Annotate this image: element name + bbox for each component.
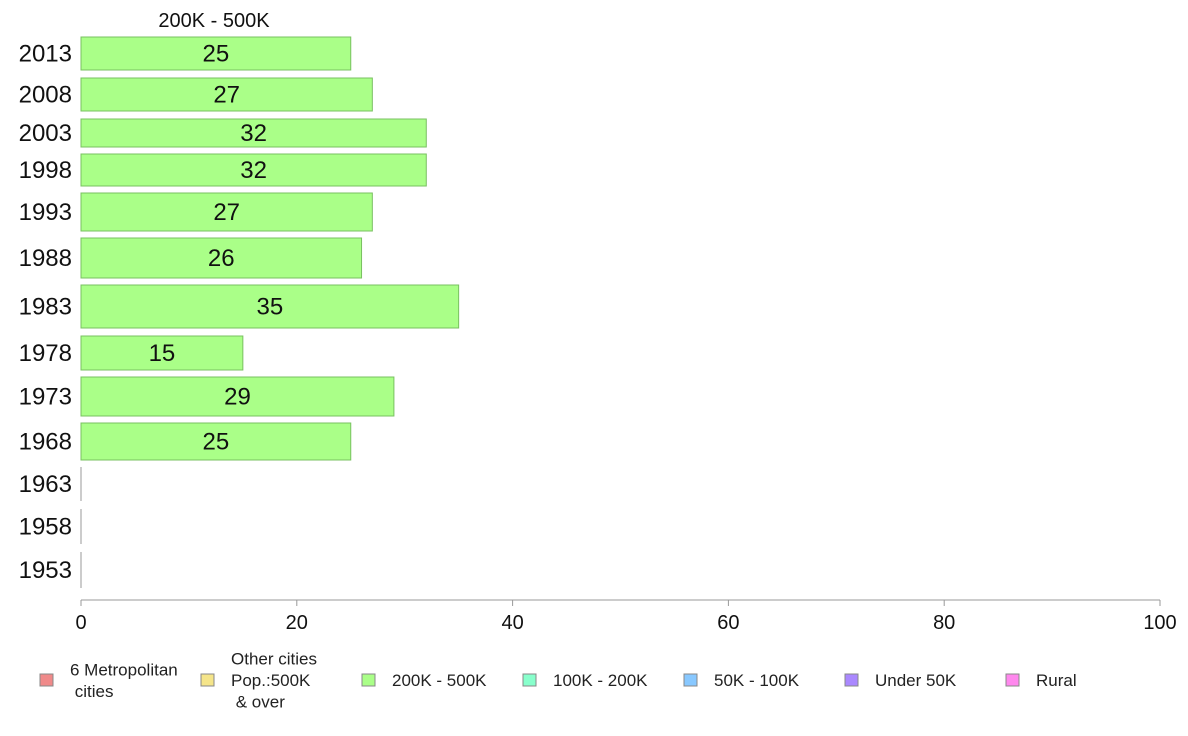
legend-item: 100K - 200K bbox=[522, 671, 648, 690]
x-tick-label: 100 bbox=[1143, 612, 1176, 634]
bar-row-1993: 1993 27 bbox=[19, 192, 373, 232]
category-label: 1973 bbox=[19, 384, 72, 411]
bar-row-2013: 2013 25 bbox=[19, 36, 352, 71]
legend-label: 6 Metropolitan cities bbox=[70, 660, 178, 701]
legend-swatch bbox=[522, 673, 537, 687]
legend-label: Rural bbox=[1036, 671, 1077, 690]
bar bbox=[80, 77, 373, 112]
legend-item: 200K - 500K bbox=[361, 671, 487, 690]
x-tick-label: 40 bbox=[501, 612, 523, 634]
bar-rows: 2013 25 2008 27 2003 32 1998 32 1993 27 1988 26 1983… bbox=[19, 36, 460, 588]
category-label: 1953 bbox=[19, 557, 72, 584]
bar-row-1983: 1983 35 bbox=[19, 284, 460, 329]
bar-row-1998: 1998 32 bbox=[19, 153, 427, 187]
legend-label: 200K - 500K bbox=[392, 671, 487, 690]
legend-label: Other cities Pop.:500K & over bbox=[231, 650, 317, 712]
data-label: 26 bbox=[208, 245, 235, 272]
bar bbox=[80, 422, 352, 461]
bar-row-1978: 1978 15 bbox=[19, 335, 244, 371]
bar-row-1958: 1958 bbox=[19, 509, 82, 544]
category-label: 1993 bbox=[19, 199, 72, 226]
x-axis: 0 20 40 60 80 100 bbox=[75, 599, 1177, 634]
data-label: 35 bbox=[256, 294, 283, 321]
bar bbox=[80, 376, 395, 417]
bar bbox=[80, 118, 427, 148]
x-tick-label: 20 bbox=[286, 612, 308, 634]
legend-label: 50K - 100K bbox=[714, 671, 800, 690]
category-label: 1998 bbox=[19, 157, 72, 184]
bar-row-1973: 1973 29 bbox=[19, 376, 395, 417]
legend-swatch bbox=[683, 673, 698, 687]
bar bbox=[80, 153, 427, 187]
legend-item: Rural bbox=[1005, 671, 1077, 690]
category-label: 2008 bbox=[19, 82, 72, 109]
legend-label: 100K - 200K bbox=[553, 671, 648, 690]
data-label: 27 bbox=[213, 199, 240, 226]
legend-label: Under 50K bbox=[875, 671, 957, 690]
category-label: 1958 bbox=[19, 514, 72, 541]
x-tick-label: 60 bbox=[717, 612, 739, 634]
legend-item: 6 Metropolitan cities bbox=[39, 660, 178, 701]
legend-item: 50K - 100K bbox=[683, 671, 800, 690]
legend: 6 Metropolitan cities Other cities Pop.:50… bbox=[39, 650, 1077, 712]
category-label: 1983 bbox=[19, 294, 72, 321]
category-label: 2003 bbox=[19, 120, 72, 147]
legend-swatch bbox=[361, 673, 376, 687]
legend-item: Under 50K bbox=[844, 671, 957, 690]
legend-swatch bbox=[844, 673, 859, 687]
bar-row-1953: 1953 bbox=[19, 552, 82, 588]
data-label: 32 bbox=[240, 120, 267, 147]
category-label: 2013 bbox=[19, 41, 72, 68]
category-label: 1968 bbox=[19, 429, 72, 456]
bar-row-1968: 1968 25 bbox=[19, 422, 352, 461]
bar bbox=[80, 335, 244, 371]
bar-row-1963: 1963 bbox=[19, 467, 82, 501]
data-label: 15 bbox=[149, 340, 176, 367]
bar bbox=[80, 36, 352, 71]
data-label: 27 bbox=[213, 82, 240, 109]
bar-row-1988: 1988 26 bbox=[19, 237, 363, 279]
category-label: 1988 bbox=[19, 245, 72, 272]
x-tick-label: 0 bbox=[75, 612, 86, 634]
bar bbox=[80, 237, 363, 279]
legend-item: Other cities Pop.:500K & over bbox=[200, 650, 317, 712]
data-label: 29 bbox=[224, 384, 251, 411]
legend-swatch bbox=[39, 673, 54, 687]
legend-swatch bbox=[200, 673, 215, 687]
data-label: 25 bbox=[203, 429, 230, 456]
bar-row-2008: 2008 27 bbox=[19, 77, 373, 112]
bar bbox=[80, 192, 373, 232]
category-label: 1978 bbox=[19, 340, 72, 367]
data-label: 25 bbox=[203, 41, 230, 68]
bar-row-2003: 2003 32 bbox=[19, 118, 427, 148]
category-label: 1963 bbox=[19, 471, 72, 498]
legend-swatch bbox=[1005, 673, 1020, 687]
bar bbox=[80, 284, 460, 329]
x-tick-label: 80 bbox=[933, 612, 955, 634]
data-label: 32 bbox=[240, 157, 267, 184]
chart-title: 200K - 500K bbox=[158, 10, 270, 32]
